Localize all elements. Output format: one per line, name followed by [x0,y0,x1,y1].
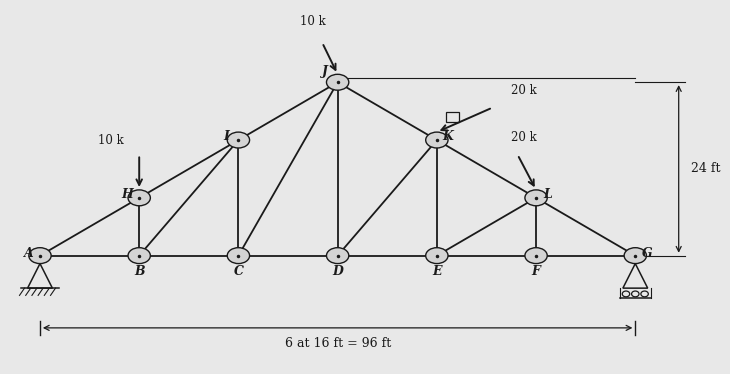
Ellipse shape [426,132,448,148]
Ellipse shape [227,248,250,264]
Ellipse shape [525,190,548,206]
Ellipse shape [326,74,349,90]
Text: 6 at 16 ft = 96 ft: 6 at 16 ft = 96 ft [285,337,391,350]
Ellipse shape [128,248,150,264]
Text: L: L [543,188,552,201]
Text: I: I [223,130,229,143]
Text: A: A [24,247,34,260]
Ellipse shape [326,248,349,264]
Ellipse shape [426,248,448,264]
Ellipse shape [631,291,639,297]
Text: 10 k: 10 k [99,134,124,147]
Text: J: J [323,65,329,78]
Ellipse shape [624,248,647,264]
Ellipse shape [622,291,630,297]
Ellipse shape [28,248,51,264]
Ellipse shape [525,248,548,264]
Text: 24 ft: 24 ft [691,162,721,175]
Text: F: F [531,265,540,278]
Ellipse shape [641,291,648,297]
Ellipse shape [227,132,250,148]
Text: D: D [332,265,343,278]
Text: 20 k: 20 k [511,84,537,97]
Text: G: G [642,247,653,260]
Text: H: H [121,188,133,201]
Text: C: C [234,265,243,278]
Text: B: B [134,265,145,278]
Text: K: K [442,130,453,143]
Text: 10 k: 10 k [300,15,326,28]
Text: E: E [432,265,442,278]
Text: 20 k: 20 k [511,131,537,144]
Ellipse shape [128,190,150,206]
